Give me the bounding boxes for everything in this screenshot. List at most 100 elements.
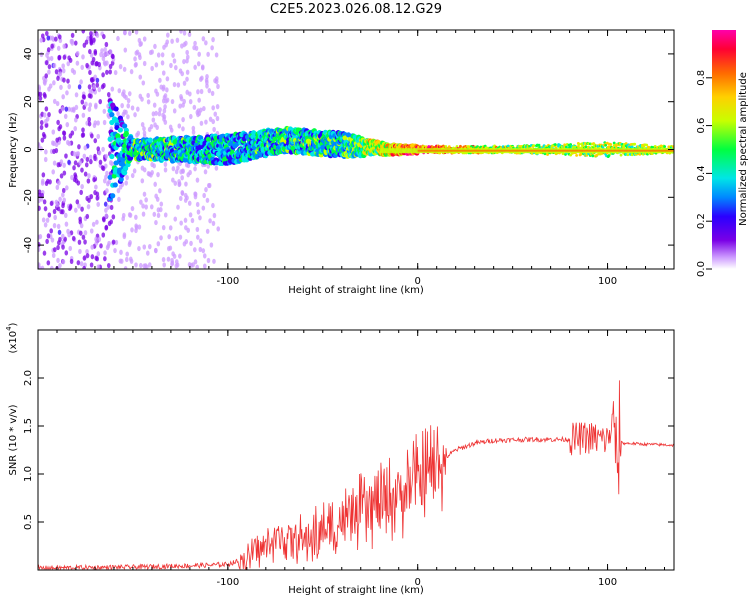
heat-cell bbox=[193, 194, 198, 200]
heat-cell bbox=[619, 153, 623, 157]
heat-cell bbox=[59, 173, 64, 179]
heat-cell bbox=[78, 160, 83, 166]
heat-cell bbox=[157, 111, 162, 117]
heat-cell bbox=[61, 203, 65, 209]
heat-cell bbox=[79, 189, 83, 195]
heat-cell bbox=[215, 115, 220, 122]
heat-cell bbox=[158, 188, 162, 194]
heat-cell bbox=[156, 212, 161, 218]
heat-cell bbox=[82, 153, 87, 159]
heat-cell bbox=[108, 49, 113, 55]
heat-cell bbox=[81, 30, 86, 34]
heat-cell bbox=[206, 182, 211, 189]
heat-cell bbox=[58, 71, 63, 77]
heat-cell bbox=[180, 43, 184, 49]
heat-cell bbox=[104, 51, 108, 57]
heat-cell bbox=[202, 105, 206, 112]
spectrogram-panel: -100 0 100 -40 -20 0 20 40 Height of straight l… bbox=[8, 29, 675, 296]
heat-cell bbox=[132, 168, 137, 174]
heat-cell bbox=[118, 64, 123, 70]
heat-cell bbox=[56, 223, 61, 229]
heat-cell bbox=[54, 36, 58, 42]
heat-cell bbox=[193, 40, 197, 46]
colorbar-tick-label: 0.0 bbox=[696, 261, 707, 277]
heat-cell bbox=[45, 116, 50, 122]
spec-ytick-label: -20 bbox=[23, 189, 34, 205]
heat-cell bbox=[50, 140, 55, 146]
heat-cell bbox=[163, 212, 168, 218]
heat-cell bbox=[83, 145, 88, 151]
heat-cell bbox=[125, 251, 130, 257]
heat-cell bbox=[159, 201, 164, 207]
heat-cell bbox=[73, 174, 78, 180]
snr-ytick-label: 1.5 bbox=[23, 418, 34, 434]
heat-cell bbox=[166, 32, 170, 38]
heat-cell bbox=[102, 119, 107, 126]
heat-cell bbox=[444, 145, 448, 148]
heat-cell bbox=[54, 69, 59, 75]
heat-cell bbox=[130, 105, 135, 111]
snr-xtick-label: 0 bbox=[415, 577, 421, 588]
heat-cell bbox=[185, 76, 189, 82]
heat-cell bbox=[67, 232, 71, 238]
heat-cell bbox=[630, 145, 634, 149]
heat-cell bbox=[81, 127, 85, 133]
heat-cell bbox=[90, 244, 95, 250]
heat-cell bbox=[206, 51, 210, 57]
spec-xtick-label: 100 bbox=[598, 276, 617, 287]
heat-cell bbox=[168, 124, 173, 130]
heat-cell bbox=[178, 234, 183, 240]
heat-cell bbox=[76, 151, 81, 157]
heat-cell bbox=[201, 36, 206, 42]
heat-cell bbox=[182, 98, 186, 105]
heat-cell bbox=[109, 153, 115, 160]
heat-cell bbox=[94, 184, 98, 190]
heat-cell bbox=[93, 120, 98, 126]
heat-cell bbox=[98, 99, 103, 105]
colorbar-tick-label: 0.4 bbox=[696, 165, 707, 181]
heat-cell bbox=[92, 177, 96, 183]
heat-cell bbox=[87, 173, 91, 179]
heat-cell bbox=[169, 62, 173, 69]
heat-cell bbox=[75, 60, 80, 66]
heat-cell bbox=[106, 112, 111, 118]
heat-cell bbox=[156, 241, 161, 247]
heat-cell bbox=[104, 41, 109, 48]
heat-cell bbox=[67, 159, 71, 165]
heat-cell bbox=[67, 106, 71, 112]
heat-cell bbox=[116, 35, 120, 42]
heat-cell bbox=[44, 149, 48, 155]
snr-xtick-label: 100 bbox=[598, 577, 617, 588]
heat-cell bbox=[52, 208, 57, 215]
heat-cell bbox=[202, 263, 207, 269]
heat-cell bbox=[103, 256, 107, 262]
heat-cell bbox=[66, 78, 70, 84]
heat-cell bbox=[178, 195, 183, 202]
heat-cell bbox=[156, 52, 161, 58]
colorbar-tick-label: 0.6 bbox=[696, 118, 707, 134]
heat-cell bbox=[41, 217, 46, 223]
heat-cell bbox=[172, 253, 177, 259]
heat-cell bbox=[61, 68, 66, 74]
heat-cell bbox=[159, 235, 163, 241]
heat-cell bbox=[109, 111, 115, 118]
heat-cell bbox=[158, 107, 162, 113]
heat-cell bbox=[117, 127, 123, 133]
heat-cell bbox=[577, 142, 581, 146]
heat-cell bbox=[173, 180, 178, 186]
heat-cell bbox=[174, 263, 179, 269]
heat-cell bbox=[199, 120, 204, 126]
heat-cell bbox=[97, 87, 102, 93]
heat-cell bbox=[146, 92, 150, 99]
heat-cell bbox=[115, 133, 121, 139]
heat-cell bbox=[50, 237, 55, 243]
heat-cell bbox=[158, 77, 162, 83]
heat-cell bbox=[55, 202, 60, 208]
heat-cell bbox=[47, 69, 51, 75]
heat-cell bbox=[46, 260, 51, 266]
heat-cell bbox=[137, 245, 141, 252]
snr-ytick-label: 0.5 bbox=[23, 514, 34, 530]
heat-cell bbox=[185, 69, 190, 75]
heat-cell bbox=[144, 204, 148, 210]
spectrogram-ylabel: Frequency (Hz) bbox=[8, 112, 19, 188]
